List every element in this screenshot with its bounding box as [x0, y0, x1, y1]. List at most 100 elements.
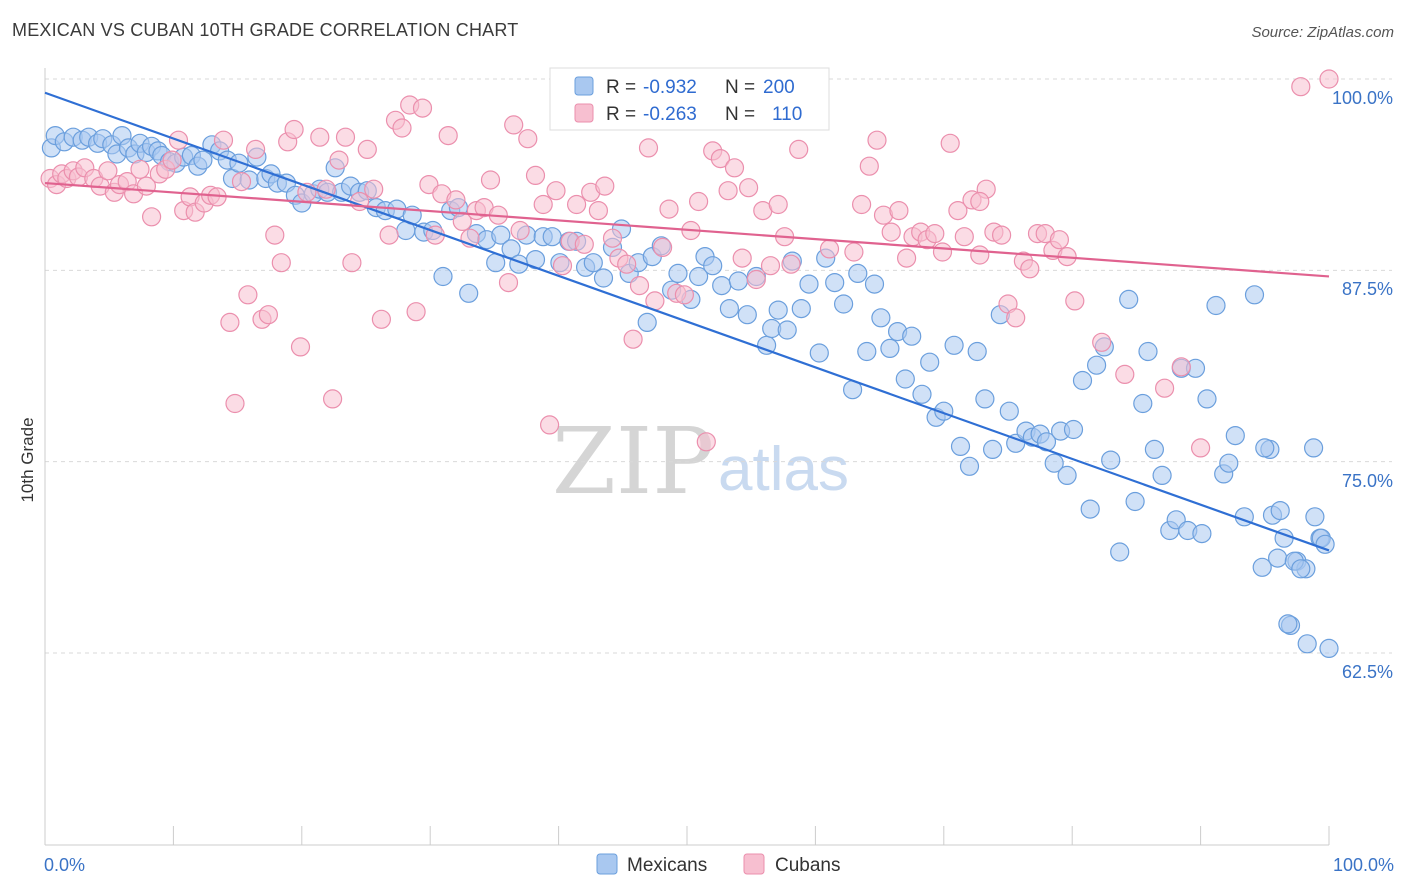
cubans-point-73 [533, 194, 553, 215]
cubans-point-116 [881, 222, 901, 242]
cubans-point-39 [290, 337, 311, 357]
cubans-point-90 [652, 237, 673, 257]
cubans-point-143 [1115, 364, 1135, 384]
cubans-point-117 [889, 201, 909, 221]
mexicans-point-168 [1270, 501, 1290, 521]
legend-mexicans-label: Mexicans [627, 855, 707, 876]
cubans-point-126 [954, 227, 974, 247]
cubans-point-95 [688, 191, 709, 212]
cubans-point-106 [768, 194, 788, 215]
cubans-point-124 [940, 133, 960, 153]
cubans-point-105 [760, 256, 781, 276]
cubans-point-144 [1154, 378, 1175, 398]
mexicans-point-166 [1255, 438, 1275, 458]
cubans-point-133 [1006, 308, 1026, 328]
cubans-point-71 [518, 129, 538, 149]
mexicans-point-169 [1278, 614, 1298, 634]
cubans-point-82 [595, 176, 615, 196]
cubans-point-122 [925, 224, 945, 244]
cubans-point-14 [130, 159, 150, 179]
cubans-point-103 [746, 269, 766, 290]
cubans-point-19 [162, 150, 182, 170]
mexicans-point-52 [433, 266, 453, 287]
cubans-point-72 [525, 165, 546, 185]
cubans-point-99 [718, 181, 738, 201]
cubans-point-86 [623, 329, 643, 349]
stats-legend: R = -0.932 N = 200 R = -0.263 N = 110 [549, 67, 830, 131]
chart-title: MEXICAN VS CUBAN 10TH GRADE CORRELATION … [12, 20, 519, 40]
cubans-point-38 [284, 119, 304, 140]
mexicans-point-136 [1110, 542, 1130, 562]
mexicans-swatch [574, 76, 594, 96]
mexicans-point-122 [1006, 433, 1026, 453]
mexicans-point-65 [542, 227, 562, 247]
cubans-point-96 [696, 432, 716, 452]
mexicans-trendline [44, 91, 1330, 552]
cubans-point-101 [732, 248, 752, 268]
mexicans-point-171 [1291, 559, 1311, 579]
mexicans-point-28 [229, 153, 249, 173]
cubans-point-34 [258, 305, 278, 325]
mexicans-point-153 [1225, 426, 1245, 446]
mexicans-point-59 [491, 225, 511, 245]
cubans-point-147 [1319, 69, 1339, 89]
mexicans-point-85 [712, 276, 732, 296]
mexicans-point-142 [1152, 465, 1172, 485]
x-tick-label-min: 0.0% [44, 855, 85, 875]
mexicans-point-109 [902, 326, 922, 346]
mexicans-point-119 [982, 439, 1003, 459]
cubans-point-48 [357, 139, 377, 159]
legend-cubans-label: Cubans [775, 855, 841, 876]
cubans-point-93 [674, 285, 695, 305]
cubans-point-49 [364, 179, 384, 199]
mexicans-point-84 [703, 256, 723, 276]
mexicans-point-86 [719, 299, 740, 319]
cubans-point-125 [948, 201, 968, 221]
mexicans-point-135 [1101, 450, 1121, 470]
cubans-point-69 [504, 115, 524, 135]
cubans-point-66 [480, 170, 501, 190]
cubans-point-148 [970, 191, 990, 212]
cubans-point-87 [629, 276, 650, 296]
mexicans-point-137 [1119, 289, 1139, 309]
mexicans-n-label: N = [725, 77, 755, 98]
mexicans-point-173 [1305, 507, 1325, 527]
mexicans-point-175 [1315, 534, 1335, 554]
cubans-point-76 [552, 256, 573, 276]
mexicans-point-70 [583, 253, 603, 273]
cubans-point-56 [412, 98, 433, 118]
cubans-point-35 [265, 225, 285, 245]
mexicans-point-158 [1267, 548, 1288, 568]
watermark-atlas: atlas [718, 435, 849, 504]
cubans-point-118 [896, 248, 917, 268]
legend-cubans-swatch [743, 853, 765, 875]
mexicans-point-163 [1303, 438, 1324, 458]
cubans-point-68 [498, 273, 519, 293]
mexicans-point-23 [193, 150, 213, 170]
cubans-point-128 [970, 245, 990, 265]
cubans-point-112 [851, 194, 872, 215]
mexicans-point-148 [1192, 523, 1212, 544]
cubans-point-45 [335, 127, 356, 147]
mexicans-point-93 [777, 320, 797, 340]
mexicans-point-102 [848, 263, 868, 283]
mexicans-point-95 [791, 299, 811, 319]
mexicans-point-115 [950, 436, 971, 456]
cubans-point-135 [1020, 259, 1040, 279]
mexicans-point-114 [944, 335, 964, 355]
mexicans-point-149 [1197, 389, 1217, 409]
mexicans-point-118 [975, 389, 995, 409]
cubans-swatch [574, 103, 594, 123]
mexicans-point-110 [912, 384, 932, 404]
mexicans-point-172 [1297, 634, 1317, 654]
cubans-point-27 [213, 130, 234, 150]
cubans-point-44 [329, 150, 349, 170]
cubans-point-142 [1092, 332, 1112, 352]
mexicans-point-132 [1080, 499, 1100, 519]
y-axis-title: 10th Grade [18, 417, 37, 502]
cubans-points [40, 69, 1339, 458]
trendlines [44, 91, 1330, 552]
mexicans-point-76 [637, 312, 657, 332]
mexicans-point-106 [880, 338, 900, 358]
